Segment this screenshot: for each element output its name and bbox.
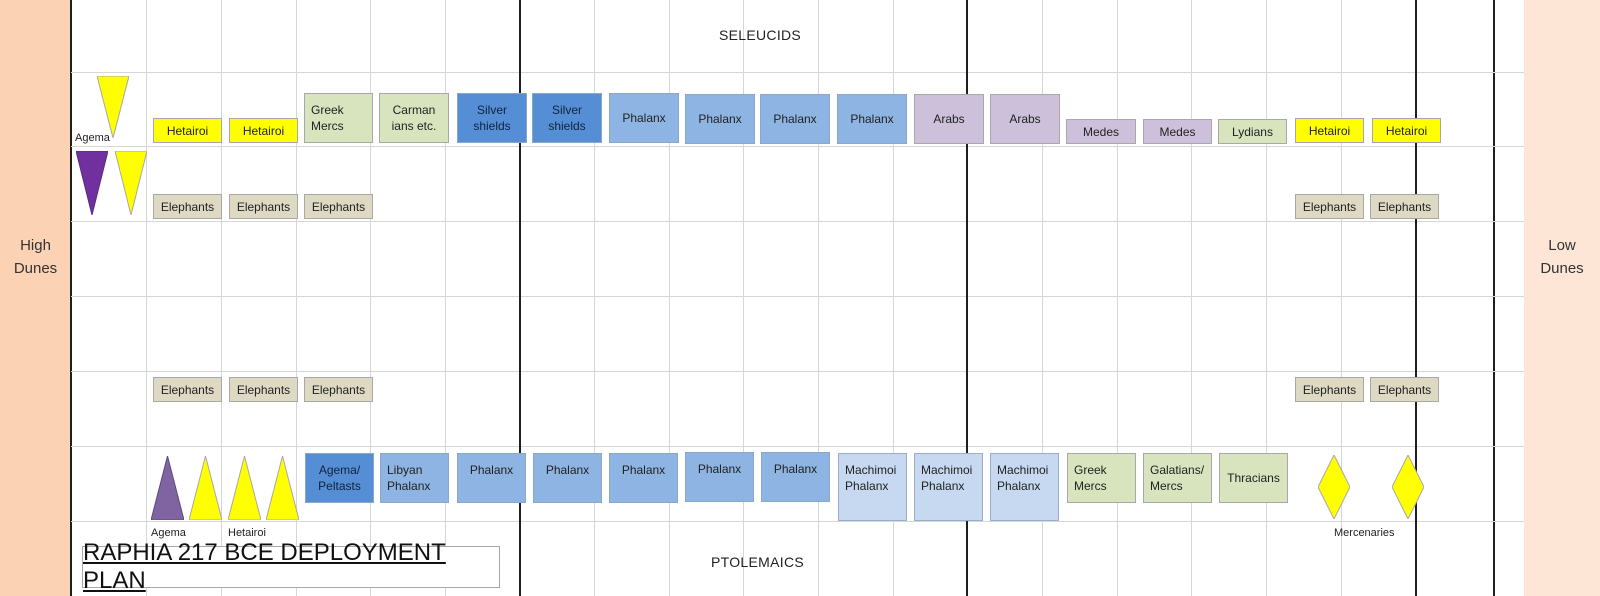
grid-column-line [893,0,894,596]
grid-column-line [594,0,595,596]
seleucid-unit-medes: Medes [1143,119,1212,144]
grid-column-line [669,0,670,596]
grid-column-line [743,0,744,596]
ptolemaic-unit-elephants: Elephants [1295,377,1364,402]
grid-row-line [71,146,1524,147]
seleucid-unit-arabs: Arabs [914,94,984,144]
grid-column-line [1191,0,1192,596]
seleucid-unit-lydians: Lydians [1218,119,1287,144]
ptolemaic-unit-machimoi-phalanx: Machimoi Phalanx [990,453,1059,521]
sector-divider [519,0,521,596]
grid-column-line [370,0,371,596]
grid-column-line [146,0,147,596]
seleucid-unit-phalanx: Phalanx [837,94,907,144]
seleucid-agema-cavalry-purple [76,151,108,215]
mercenary-cavalry-diamond [1318,455,1350,519]
ptolemaic-hetairoi-label: Hetairoi [228,527,266,539]
ptolemaic-unit-elephants: Elephants [229,377,298,402]
seleucid-unit-medes: Medes [1066,119,1136,144]
grid-column-line [221,0,222,596]
seleucid-unit-silver-shields: Silver shields [532,93,602,143]
ptolemaic-unit-phalanx: Phalanx [609,453,678,503]
high-dunes-label: High Dunes [13,237,58,277]
ptolemaic-unit-machimoi-phalanx: Machimoi Phalanx [838,453,907,521]
seleucid-unit-elephants: Elephants [1370,194,1439,219]
seleucid-cavalry-yellow [115,151,147,215]
ptolemaic-unit-phalanx: Phalanx [761,452,830,502]
seleucid-unit-hetairoi: Hetairoi [153,118,222,143]
grid-row-line [71,371,1524,372]
mercenaries-label: Mercenaries [1334,527,1395,539]
grid-column-line [1042,0,1043,596]
ptolemaic-unit-libyan-phalanx: Libyan Phalanx [380,453,449,503]
seleucid-unit-hetairoi: Hetairoi [229,118,298,143]
seleucid-unit-elephants: Elephants [1295,194,1364,219]
grid-column-line [1117,0,1118,596]
seleucid-unit-arabs: Arabs [990,94,1060,144]
seleucid-unit-phalanx: Phalanx [760,94,830,144]
sector-divider [966,0,968,596]
ptolemaics-heading: PTOLEMAICS [711,554,804,570]
grid-column-line [445,0,446,596]
seleucid-unit-phalanx: Phalanx [609,93,679,143]
ptolemaic-unit-greek-mercs: Greek Mercs [1067,453,1136,503]
seleucid-unit-elephants: Elephants [153,194,222,219]
grid-row-line [71,72,1524,73]
grid-row-line [71,221,1524,222]
ptolemaic-unit-agema-peltasts: Agema/ Peltasts [305,453,374,503]
ptolemaic-unit-machimoi-phalanx: Machimoi Phalanx [914,453,983,521]
ptolemaic-unit-elephants: Elephants [153,377,222,402]
ptolemaic-hetairoi-cavalry-yellow [266,456,299,520]
grid-column-line [1266,0,1267,596]
seleucid-unit-carmanians: Carman ians etc. [379,93,449,143]
grid-row-line [71,446,1524,447]
grid-column-line [1341,0,1342,596]
seleucid-unit-greek-mercs: Greek Mercs [304,93,373,143]
ptolemaic-unit-galatians-mercs: Galatians/ Mercs [1143,453,1212,503]
mercenary-cavalry-diamond [1392,455,1424,519]
seleucid-unit-phalanx: Phalanx [685,94,755,144]
sector-divider [1415,0,1417,596]
grid-row-line [71,521,1524,522]
ptolemaic-agema-label: Agema [151,527,186,539]
grid-column-line [1493,0,1495,596]
ptolemaic-unit-elephants: Elephants [1370,377,1439,402]
seleucid-unit-elephants: Elephants [229,194,298,219]
seleucid-agema-label: Agema [75,132,110,144]
grid-row-line [71,296,1524,297]
seleucid-unit-elephants: Elephants [304,194,373,219]
deployment-plan-title-box: RAPHIA 217 BCE DEPLOYMENT PLAN [82,539,500,594]
high-dunes-flank: High Dunes [0,0,71,596]
low-dunes-label: Low Dunes [1540,237,1584,277]
ptolemaic-unit-phalanx: Phalanx [685,452,754,502]
grid-column-line [818,0,819,596]
grid-column-line [296,0,297,596]
ptolemaic-hetairoi-cavalry-yellow [228,456,261,520]
seleucid-unit-hetairoi: Hetairoi [1295,118,1364,143]
ptolemaic-unit-phalanx: Phalanx [533,453,602,503]
seleucids-heading: SELEUCIDS [719,27,802,43]
ptolemaic-unit-phalanx: Phalanx [457,453,526,503]
seleucid-unit-hetairoi: Hetairoi [1372,118,1441,143]
ptolemaic-unit-elephants: Elephants [304,377,373,402]
ptolemaic-cavalry-yellow [189,456,222,520]
seleucid-unit-silver-shields: Silver shields [457,93,527,143]
grid-column-line [70,0,72,596]
deployment-plan-title: RAPHIA 217 BCE DEPLOYMENT PLAN [83,539,446,594]
seleucid-agema-cavalry-yellow [97,76,129,138]
ptolemaic-unit-thracians: Thracians [1219,453,1288,503]
low-dunes-flank: Low Dunes [1524,0,1600,596]
ptolemaic-agema-cavalry-purple [151,456,184,520]
